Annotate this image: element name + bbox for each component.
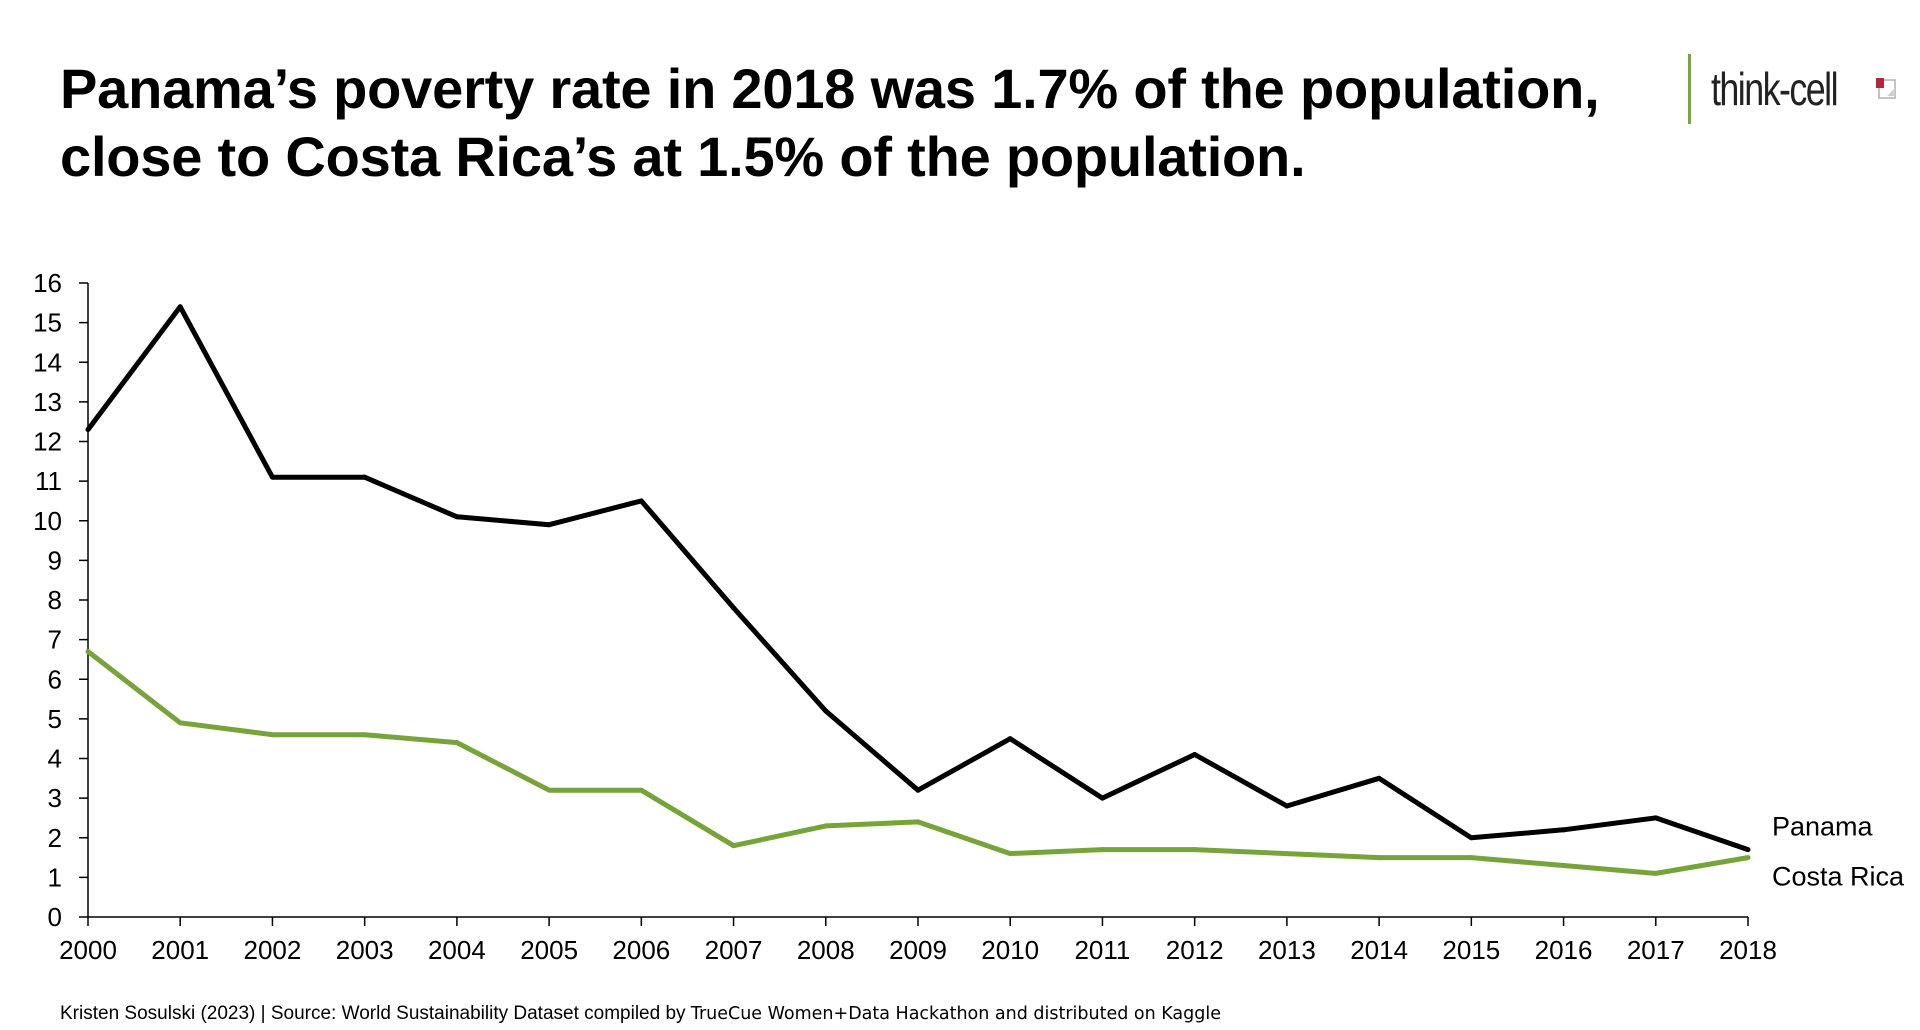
series-label-panama: Panama	[1772, 812, 1874, 842]
series-label-costa-rica: Costa Rica	[1772, 862, 1905, 892]
x-tick-label: 2015	[1442, 935, 1500, 965]
data-point-costa-rica	[1745, 855, 1751, 861]
y-tick-label: 0	[48, 902, 62, 932]
data-point-panama	[1653, 815, 1659, 821]
source-footnote: Kristen Sosulski (2023) | Source: World …	[60, 1003, 1221, 1025]
data-point-panama	[269, 474, 275, 480]
data-point-costa-rica	[1192, 847, 1198, 853]
data-point-costa-rica	[823, 823, 829, 829]
data-point-costa-rica	[362, 732, 368, 738]
data-point-costa-rica	[638, 787, 644, 793]
x-tick-label: 2000	[59, 935, 117, 965]
y-tick-label: 7	[48, 625, 62, 655]
data-point-panama	[731, 605, 737, 611]
data-point-panama	[362, 474, 368, 480]
data-point-costa-rica	[177, 720, 183, 726]
x-tick-label: 2006	[612, 935, 670, 965]
footnote-dataset-credit: TrueCue Women+Data Hackathon and distrib…	[690, 1004, 1221, 1024]
data-point-panama	[546, 522, 552, 528]
y-tick-label: 10	[33, 506, 62, 536]
think-cell-logo: think-cell	[1688, 54, 1896, 124]
x-tick-label: 2017	[1627, 935, 1685, 965]
x-tick-label: 2004	[428, 935, 486, 965]
data-point-panama	[1561, 827, 1567, 833]
data-point-panama	[85, 427, 91, 433]
x-tick-label: 2011	[1074, 935, 1130, 965]
x-tick-label: 2003	[336, 935, 394, 965]
y-tick-label: 16	[33, 268, 62, 298]
y-tick-label: 13	[33, 387, 62, 417]
x-tick-label: 2013	[1258, 935, 1316, 965]
y-tick-label: 2	[48, 823, 62, 853]
x-tick-label: 2009	[889, 935, 947, 965]
logo-accent-bar	[1688, 54, 1691, 124]
data-point-costa-rica	[1376, 855, 1382, 861]
data-point-costa-rica	[1099, 847, 1105, 853]
y-tick-label: 5	[48, 704, 62, 734]
data-point-costa-rica	[915, 819, 921, 825]
x-tick-label: 2016	[1535, 935, 1593, 965]
data-point-costa-rica	[85, 649, 91, 655]
data-point-panama	[823, 708, 829, 714]
series-line-costa-rica	[86, 649, 1749, 876]
data-point-costa-rica	[269, 732, 275, 738]
logo-text: think-cell	[1711, 63, 1839, 115]
data-point-costa-rica	[1007, 851, 1013, 857]
y-tick-label: 6	[48, 664, 62, 694]
title-line-1: Panama’s poverty rate in 2018 was 1.7% o…	[60, 57, 1600, 120]
data-point-panama	[638, 498, 644, 504]
data-point-costa-rica	[731, 843, 737, 849]
y-tick-label: 3	[48, 783, 62, 813]
x-tick-label: 2014	[1350, 935, 1408, 965]
data-point-panama	[1284, 803, 1290, 809]
data-point-panama	[915, 787, 921, 793]
data-point-costa-rica	[1468, 855, 1474, 861]
x-tick-label: 2007	[705, 935, 763, 965]
chart-series	[85, 304, 1751, 876]
y-tick-label: 8	[48, 585, 62, 615]
y-tick-label: 14	[33, 347, 62, 377]
y-tick-label: 4	[48, 744, 62, 774]
data-point-panama	[1099, 795, 1105, 801]
x-tick-label: 2010	[981, 935, 1039, 965]
x-tick-label: 2008	[797, 935, 855, 965]
y-tick-label: 15	[33, 308, 62, 338]
series-line-panama	[86, 304, 1749, 852]
chart-series-labels: Panama Costa Rica	[1772, 812, 1905, 892]
data-point-panama	[1745, 847, 1751, 853]
data-point-panama	[454, 514, 460, 520]
data-point-panama	[1007, 736, 1013, 742]
data-point-costa-rica	[546, 787, 552, 793]
data-point-panama	[177, 304, 183, 310]
data-point-panama	[1468, 835, 1474, 841]
y-tick-label: 9	[48, 545, 62, 575]
data-point-costa-rica	[1284, 851, 1290, 857]
footnote-author-source: Kristen Sosulski (2023) | Source: World …	[60, 1003, 691, 1024]
y-tick-label: 1	[48, 862, 62, 892]
data-point-costa-rica	[1561, 862, 1567, 868]
page-title: Panama’s poverty rate in 2018 was 1.7% o…	[60, 55, 1620, 191]
x-tick-label: 2001	[151, 935, 209, 965]
data-point-costa-rica	[454, 740, 460, 746]
x-tick-label: 2005	[520, 935, 578, 965]
data-point-costa-rica	[1653, 870, 1659, 876]
y-tick-label: 12	[33, 427, 62, 457]
data-point-panama	[1192, 752, 1198, 758]
data-point-panama	[1376, 775, 1382, 781]
y-tick-label: 11	[35, 466, 62, 496]
x-tick-label: 2002	[244, 935, 302, 965]
logo-page-icon	[1876, 78, 1896, 99]
x-tick-label: 2018	[1719, 935, 1777, 965]
title-line-2: close to Costa Rica’s at 1.5% of the pop…	[60, 125, 1306, 188]
x-tick-label: 2012	[1166, 935, 1224, 965]
